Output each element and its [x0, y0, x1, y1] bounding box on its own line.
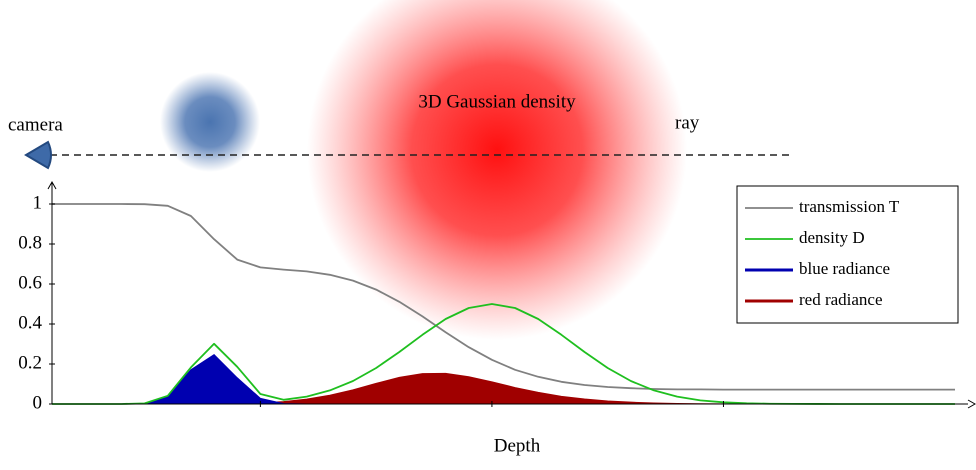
annotation: camera — [8, 114, 63, 135]
y-tick-label: 0.4 — [18, 312, 42, 333]
legend-label: transmission T — [799, 197, 900, 216]
chart: camera 3D Gaussian density ray Depth 0 0.… — [0, 0, 976, 470]
y-tick-label: 0.8 — [18, 232, 42, 253]
annotation: 3D Gaussian density — [418, 91, 576, 112]
y-tick-label: 0 — [33, 392, 43, 413]
legend-label: density D — [799, 228, 865, 247]
blue-gaussian — [160, 72, 260, 172]
legend: transmission T density D blue radiance red … — [737, 186, 958, 323]
x-axis-label: Depth — [494, 435, 541, 456]
y-tick-label: 1 — [33, 192, 43, 213]
legend-label: red radiance — [799, 290, 883, 309]
y-tick-label: 0.6 — [18, 272, 42, 293]
camera-icon — [26, 142, 51, 168]
red-gaussian — [307, 0, 687, 340]
y-tick-label: 0.2 — [18, 352, 42, 373]
legend-label: blue radiance — [799, 259, 890, 278]
x-axis-arrow — [968, 400, 975, 408]
annotation: ray — [675, 112, 700, 133]
